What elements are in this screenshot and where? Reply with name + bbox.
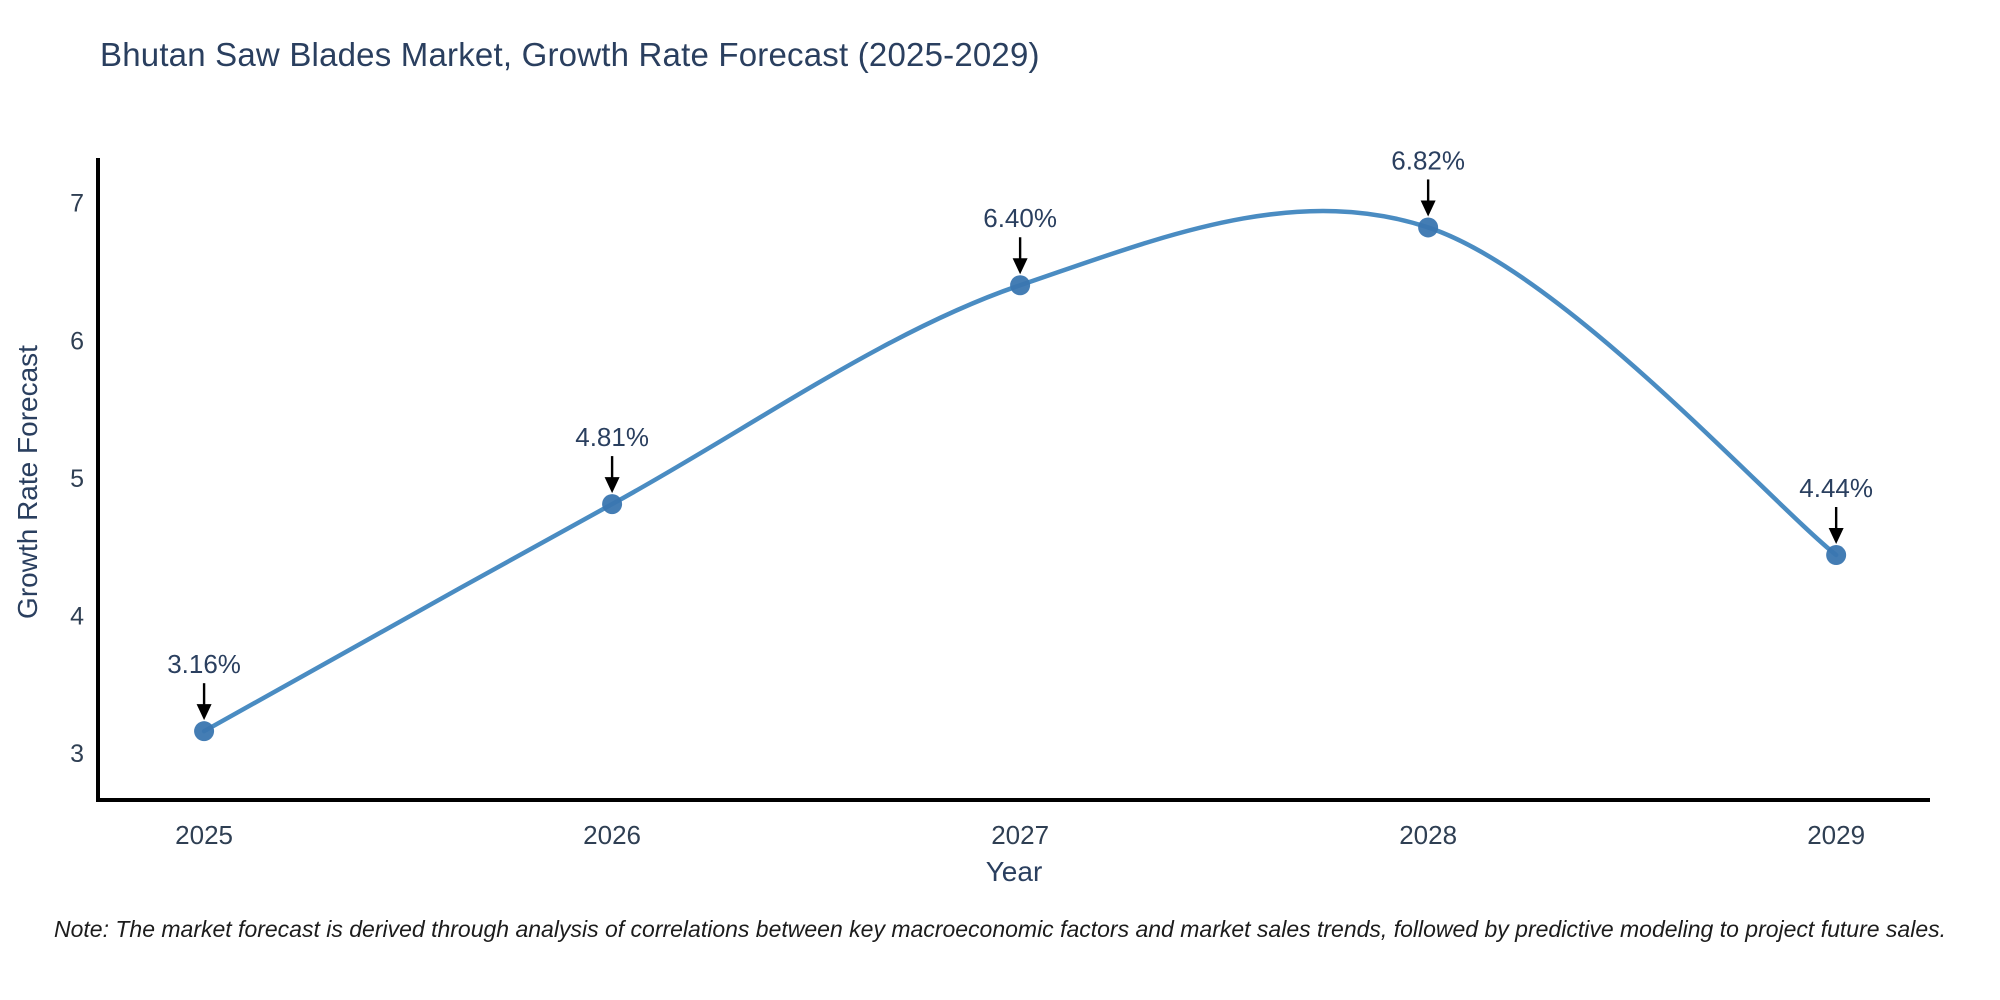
y-tick-label: 5: [70, 465, 84, 493]
data-point-marker: [194, 721, 215, 742]
x-axis-title: Year: [985, 856, 1043, 887]
chart-title: Bhutan Saw Blades Market, Growth Rate Fo…: [100, 36, 1040, 73]
y-tick-label: 4: [70, 603, 84, 631]
data-point-marker: [1826, 545, 1847, 566]
annotation-arrowhead: [1012, 258, 1028, 275]
y-tick-label: 7: [70, 190, 84, 218]
data-point-label: 6.40%: [983, 203, 1057, 233]
x-tick-label: 2027: [991, 820, 1049, 850]
annotation-arrowhead: [196, 704, 212, 721]
data-point-marker: [602, 494, 623, 515]
data-point-marker: [1010, 275, 1031, 296]
annotation-arrowhead: [604, 477, 620, 494]
data-point-label: 4.44%: [1799, 473, 1873, 503]
data-point-label: 4.81%: [575, 422, 649, 452]
y-tick-label: 3: [70, 740, 84, 768]
annotation-arrowhead: [1828, 528, 1844, 545]
x-tick-label: 2028: [1399, 820, 1457, 850]
y-axis-title: Growth Rate Forecast: [12, 345, 43, 619]
annotation-arrowhead: [1420, 200, 1436, 217]
data-point-label: 6.82%: [1391, 145, 1465, 175]
data-point-label: 3.16%: [167, 649, 241, 679]
x-tick-label: 2029: [1807, 820, 1865, 850]
data-point-marker: [1418, 217, 1439, 238]
chart-note: Note: The market forecast is derived thr…: [53, 916, 1947, 942]
x-tick-label: 2026: [583, 820, 641, 850]
x-tick-label: 2025: [175, 820, 233, 850]
y-tick-label: 6: [70, 327, 84, 355]
